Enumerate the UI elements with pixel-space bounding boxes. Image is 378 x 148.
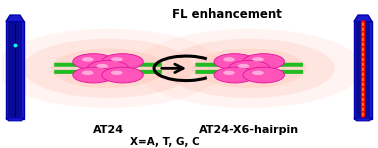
Circle shape [223, 57, 235, 62]
Ellipse shape [135, 29, 363, 108]
Circle shape [73, 54, 114, 70]
Circle shape [238, 64, 249, 68]
Text: X=A, T, G, C: X=A, T, G, C [130, 137, 200, 147]
FancyBboxPatch shape [195, 63, 303, 67]
Ellipse shape [164, 39, 335, 98]
Bar [6, 21, 24, 119]
Circle shape [214, 54, 256, 70]
Ellipse shape [23, 39, 194, 98]
Polygon shape [354, 15, 372, 22]
Circle shape [87, 60, 129, 76]
Ellipse shape [192, 49, 306, 88]
Circle shape [73, 67, 114, 83]
Circle shape [243, 54, 285, 70]
Polygon shape [354, 118, 372, 121]
Polygon shape [6, 15, 24, 22]
Circle shape [252, 71, 264, 75]
Text: AT24: AT24 [93, 125, 124, 135]
Circle shape [111, 71, 122, 75]
Bar [356, 22, 370, 117]
Circle shape [82, 57, 93, 62]
FancyBboxPatch shape [195, 70, 303, 74]
Circle shape [214, 67, 256, 83]
Circle shape [111, 57, 122, 62]
Circle shape [252, 57, 264, 62]
Circle shape [96, 64, 108, 68]
Circle shape [243, 67, 285, 83]
Polygon shape [6, 118, 24, 121]
FancyBboxPatch shape [54, 70, 162, 74]
Circle shape [229, 60, 270, 76]
Circle shape [102, 54, 143, 70]
Text: FL enhancement: FL enhancement [172, 8, 282, 21]
Text: AT24-X6-hairpin: AT24-X6-hairpin [199, 125, 299, 135]
Ellipse shape [51, 49, 165, 88]
Circle shape [102, 67, 143, 83]
FancyBboxPatch shape [54, 63, 162, 67]
Ellipse shape [0, 29, 222, 108]
Bar [354, 21, 372, 119]
Circle shape [223, 71, 235, 75]
Circle shape [82, 71, 93, 75]
Bar [8, 22, 22, 117]
